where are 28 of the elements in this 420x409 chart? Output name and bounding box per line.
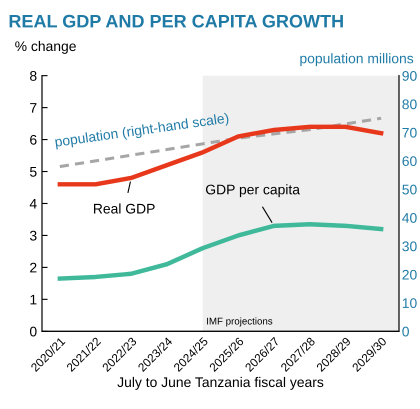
y-tick-label: 8: [30, 71, 37, 81]
y-tick-label: 3: [30, 230, 37, 241]
y2-tick-label: 0: [402, 326, 409, 336]
y2-tick-label: 60: [402, 156, 417, 166]
y2-tick-label: 80: [402, 99, 417, 110]
y-tick-label: 4: [30, 198, 37, 209]
x-axis-title: July to June Tanzania fiscal years: [117, 376, 324, 390]
series-label: GDP per capita: [206, 184, 300, 198]
y-tick-label: 0: [30, 326, 37, 336]
y2-tick-label: 20: [402, 270, 417, 280]
y-axis-title: % change: [15, 40, 76, 54]
y-tick-label: 5: [30, 167, 37, 177]
y-tick-label: 1: [30, 294, 36, 304]
band-label: IMF projections: [207, 317, 272, 326]
y2-tick-label: 30: [402, 241, 417, 252]
y-tick-label: 2: [30, 262, 36, 272]
chart-title: REAL GDP AND PER CAPITA GROWTH: [10, 14, 343, 28]
line-series: [58, 222, 384, 281]
y2-axis-title: population millions: [300, 53, 414, 66]
y2-tick-label: 40: [402, 213, 417, 223]
y2-tick-label: 10: [402, 298, 417, 308]
y2-tick-label: 90: [402, 71, 417, 81]
text: population (right-hand scale): [54, 112, 230, 150]
series-label: Real GDP: [94, 203, 155, 214]
y-tick-label: 6: [30, 134, 37, 145]
y2-tick-label: 70: [402, 128, 417, 138]
y-tick-label: 7: [30, 103, 36, 113]
y2-tick-label: 50: [402, 184, 417, 194]
